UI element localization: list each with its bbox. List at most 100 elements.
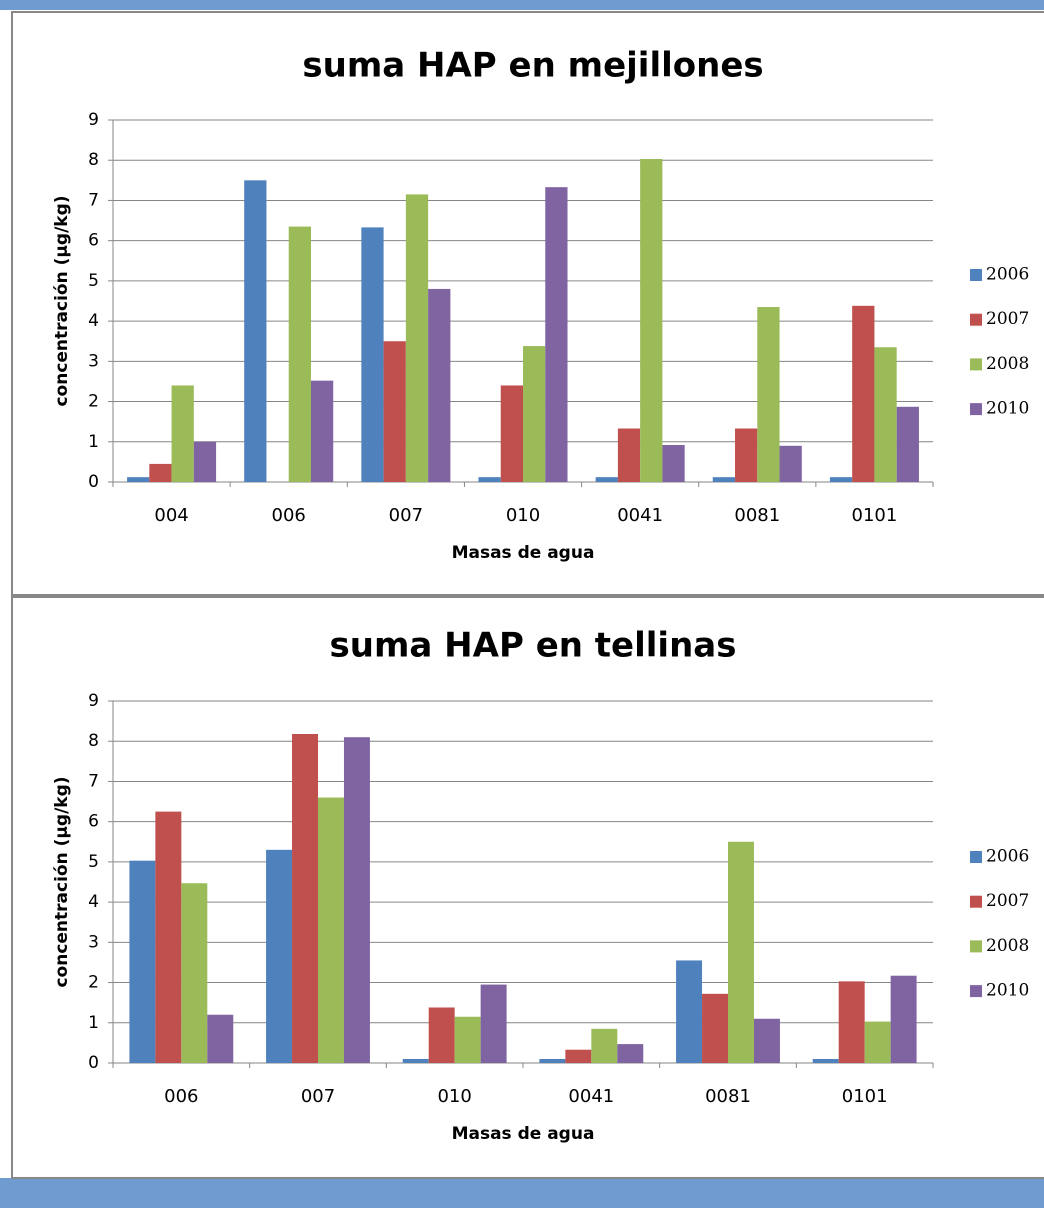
bar (127, 477, 150, 482)
chart-title: suma HAP en tellinas (330, 626, 737, 666)
y-tick-label: 6 (88, 812, 99, 832)
legend-label: 2006 (986, 265, 1029, 285)
bar (343, 737, 370, 1063)
chart-panel (11, 11, 1044, 596)
y-tick-label: 0 (88, 472, 99, 492)
bar (852, 305, 875, 482)
legend-label: 2008 (986, 354, 1029, 374)
x-tick-label: 0101 (852, 505, 898, 526)
bar (617, 428, 641, 482)
bar (428, 288, 451, 482)
y-tick-label: 6 (88, 231, 99, 251)
bar (383, 341, 406, 482)
bar (454, 1016, 481, 1063)
bar (310, 380, 334, 482)
bar (318, 797, 344, 1063)
chart-title: suma HAP en mejillones (302, 46, 763, 86)
bottom-bar (0, 1178, 1044, 1208)
bar (890, 975, 917, 1063)
x-tick-label: 006 (272, 505, 306, 526)
bar (838, 981, 865, 1063)
y-tick-label: 3 (88, 351, 99, 371)
bar (149, 463, 172, 482)
legend-swatch (970, 358, 982, 371)
legend-swatch (970, 985, 982, 998)
bar (591, 1028, 618, 1063)
bar (155, 811, 182, 1063)
bar (545, 187, 568, 482)
bar (779, 445, 802, 482)
x-tick-label: 006 (164, 1086, 198, 1107)
bar (181, 883, 208, 1063)
bar (523, 346, 546, 482)
bar (539, 1058, 566, 1063)
bar (361, 227, 384, 482)
y-tick-label: 9 (88, 110, 99, 130)
x-tick-label: 004 (154, 505, 188, 526)
bar (757, 307, 780, 482)
bar (292, 733, 318, 1063)
y-tick-label: 5 (88, 271, 99, 291)
bar (812, 1058, 839, 1063)
bar (702, 993, 728, 1063)
bar (829, 477, 853, 482)
bar (753, 1018, 780, 1063)
bar (171, 385, 194, 482)
bar (288, 226, 311, 482)
bar (405, 194, 429, 482)
legend-label: 2010 (986, 399, 1029, 419)
y-tick-label: 4 (88, 892, 99, 912)
bar (478, 477, 501, 482)
x-tick-label: 010 (437, 1086, 471, 1107)
legend-label: 2007 (986, 309, 1029, 329)
bar (640, 159, 663, 482)
x-tick-label: 0041 (568, 1086, 614, 1107)
x-tick-label: 0101 (842, 1086, 888, 1107)
bar (595, 477, 618, 482)
y-tick-label: 5 (88, 852, 99, 872)
bar (617, 1044, 644, 1063)
legend-swatch (970, 895, 982, 908)
y-tick-label: 3 (88, 932, 99, 952)
y-tick-label: 1 (88, 1013, 99, 1033)
bar (735, 428, 758, 482)
legend-swatch (970, 940, 982, 953)
bar (662, 444, 685, 482)
x-tick-label: 0081 (734, 505, 780, 526)
bar (266, 849, 293, 1063)
x-tick-label: 010 (506, 505, 540, 526)
legend-swatch (970, 403, 982, 416)
y-tick-label: 7 (88, 190, 99, 210)
bar (896, 406, 919, 482)
x-tick-label: 0081 (705, 1086, 751, 1107)
y-tick-label: 0 (88, 1053, 99, 1073)
y-axis-title: concentración (µg/kg) (52, 195, 72, 406)
bar (129, 860, 156, 1063)
bar (428, 1007, 455, 1063)
legend-swatch (970, 313, 982, 326)
x-tick-label: 0041 (617, 505, 663, 526)
bar (864, 1021, 891, 1063)
x-tick-label: 007 (301, 1086, 335, 1107)
y-tick-label: 4 (88, 311, 99, 331)
x-axis-title: Masas de agua (452, 1124, 595, 1144)
bar (193, 441, 217, 482)
bar (244, 180, 267, 483)
legend-label: 2007 (986, 891, 1029, 911)
bar (728, 841, 754, 1063)
y-tick-label: 1 (88, 432, 99, 452)
bar (480, 984, 507, 1063)
legend-label: 2006 (986, 847, 1029, 867)
y-tick-label: 2 (88, 973, 99, 993)
y-tick-label: 2 (88, 392, 99, 412)
legend-label: 2010 (986, 981, 1029, 1001)
bar (402, 1058, 429, 1063)
y-tick-label: 9 (88, 691, 99, 711)
legend-swatch (970, 851, 982, 863)
y-axis-title: concentración (µg/kg) (52, 776, 72, 987)
y-tick-label: 7 (88, 771, 99, 791)
bar (500, 385, 523, 482)
bar (207, 1014, 234, 1063)
